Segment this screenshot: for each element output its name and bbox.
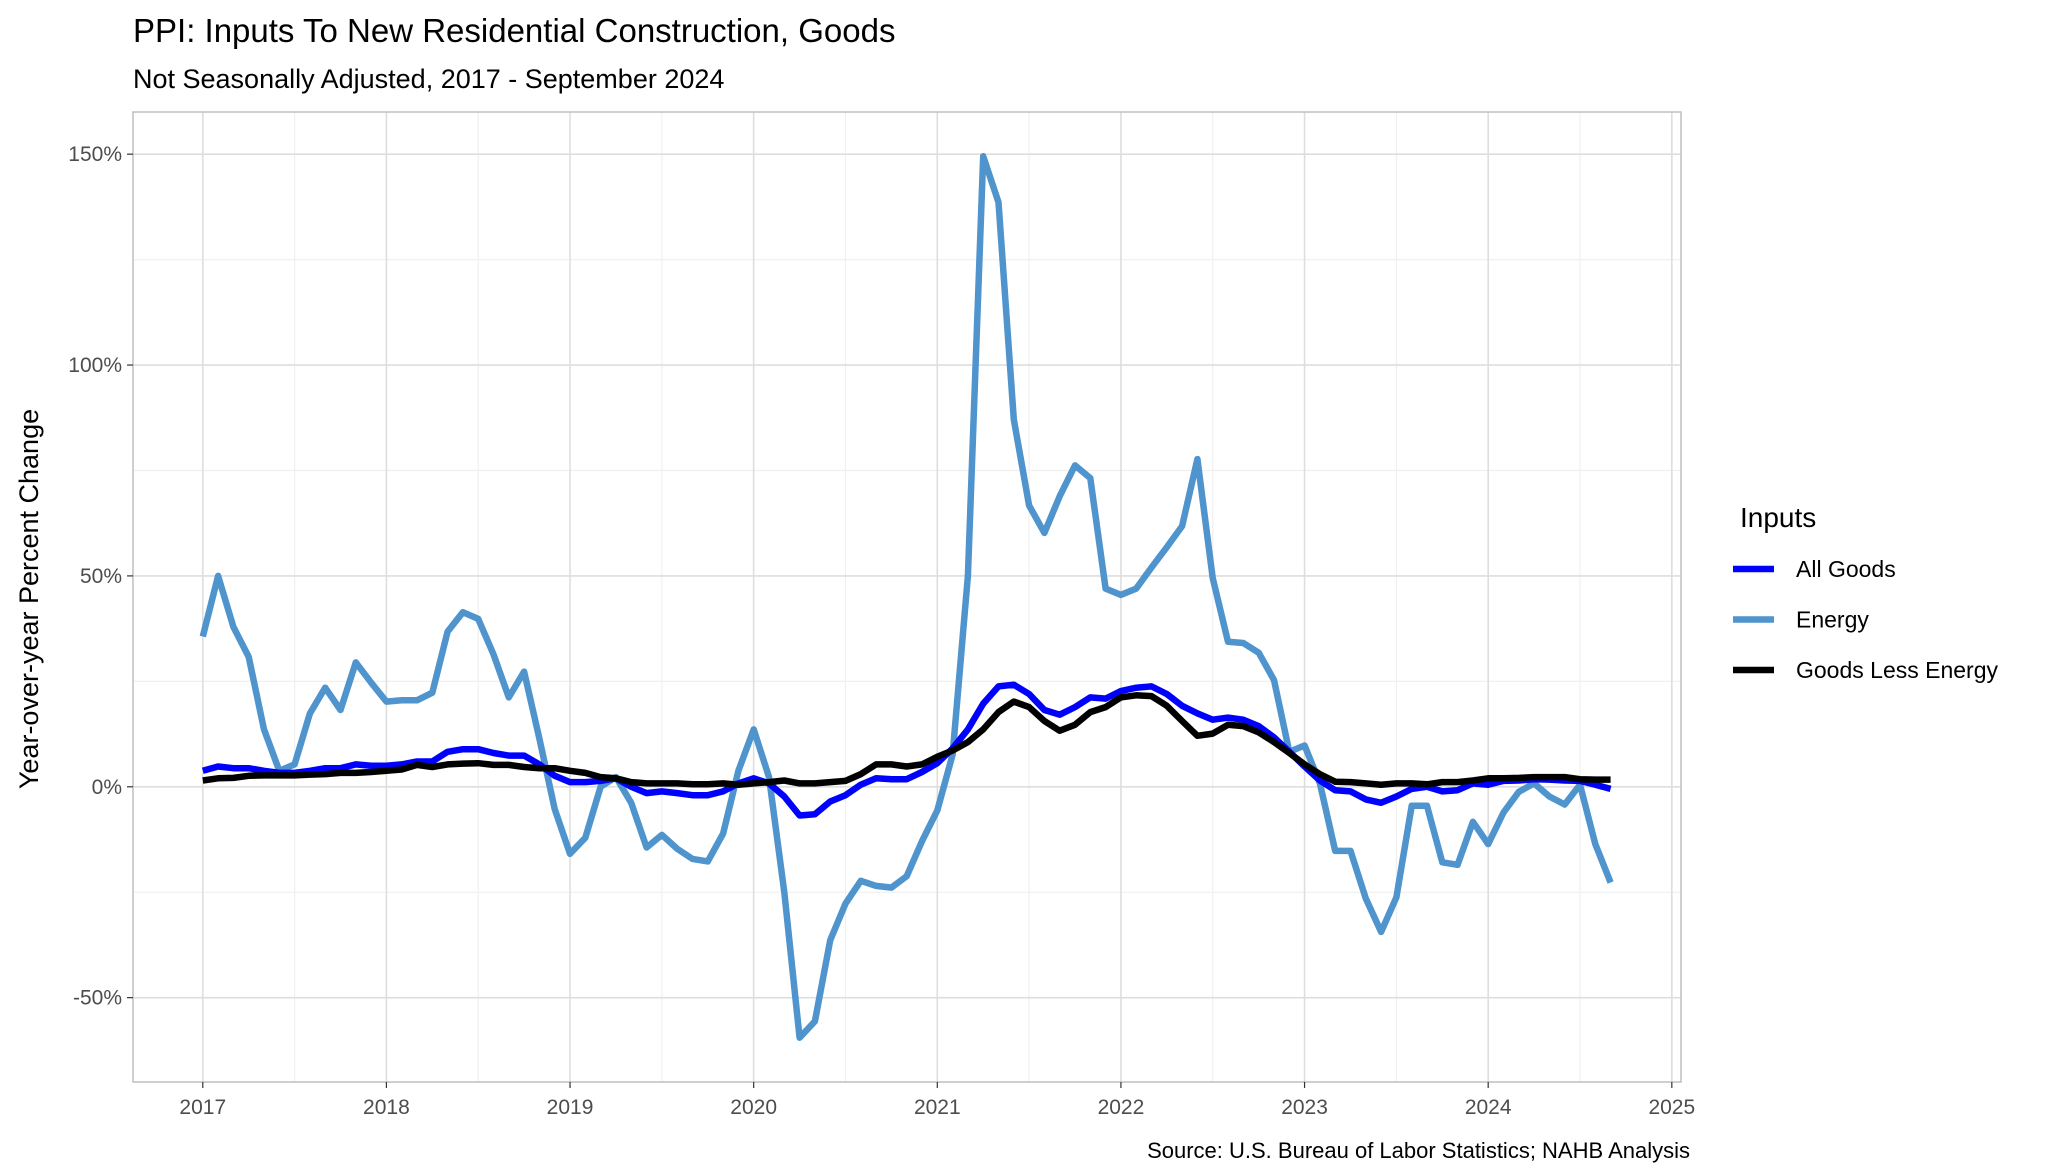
legend: Inputs All Goods Energy Goods Less Energy	[1733, 502, 1999, 683]
series-line-energy	[199, 153, 1614, 1041]
legend-title: Inputs	[1740, 502, 1816, 533]
chart-title: PPI: Inputs To New Residential Construct…	[133, 12, 895, 49]
panel-border	[132, 111, 1682, 1083]
y-axis: 150% 100% 50% 0% -50%	[68, 143, 133, 1010]
source-caption: Source: U.S. Bureau of Labor Statistics;…	[1147, 1138, 1690, 1163]
y-tick-label: 100%	[68, 354, 122, 377]
y-tick-label: 50%	[80, 565, 122, 588]
gridlines	[133, 112, 1681, 1082]
x-tick-label: 2019	[547, 1096, 594, 1119]
x-tick-label: 2021	[914, 1096, 961, 1119]
x-tick-label: 2023	[1281, 1096, 1328, 1119]
series-line-all-goods	[201, 681, 1612, 819]
x-tick-label: 2020	[730, 1096, 777, 1119]
legend-label: All Goods	[1796, 556, 1896, 582]
y-tick-label: 150%	[68, 143, 122, 166]
legend-label: Energy	[1796, 607, 1869, 633]
x-tick-label: 2025	[1648, 1096, 1695, 1119]
x-tick-label: 2017	[179, 1096, 226, 1119]
x-tick-label: 2024	[1465, 1096, 1512, 1119]
chart-subtitle: Not Seasonally Adjusted, 2017 - Septembe…	[133, 64, 724, 94]
x-axis: 2017 2018 2019 2020 2021 2022 2023 2024 2025	[179, 1082, 1695, 1119]
y-tick-label: 0%	[92, 776, 122, 799]
x-tick-label: 2022	[1098, 1096, 1145, 1119]
series-lines	[199, 153, 1614, 1041]
x-tick-label: 2018	[363, 1096, 410, 1119]
y-axis-title: Year-over-year Percent Change	[14, 409, 44, 789]
legend-label: Goods Less Energy	[1796, 657, 1999, 683]
series-line-goods-less-energy	[202, 692, 1611, 788]
y-tick-label: -50%	[73, 987, 122, 1010]
